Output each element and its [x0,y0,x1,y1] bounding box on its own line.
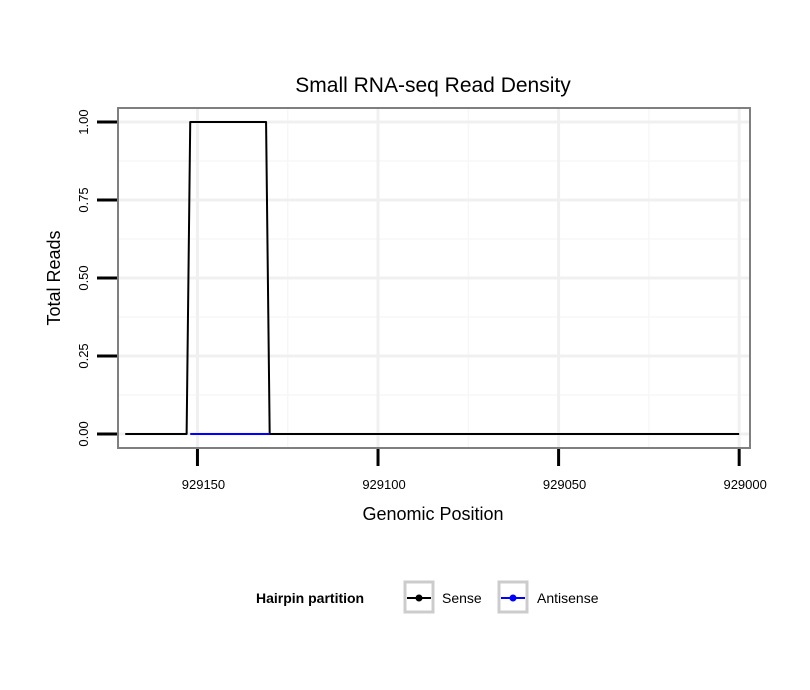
x-axis-title: Genomic Position [362,504,503,524]
x-tick-label: 929100 [362,477,405,492]
legend-label-antisense: Antisense [537,590,599,606]
plot-panel-border [117,107,751,449]
legend-title: Hairpin partition [256,590,364,606]
y-tick-label: 0.25 [76,343,91,368]
x-tick-label: 929000 [723,477,766,492]
y-tick-label: 0.00 [76,421,91,446]
y-tick-label: 0.50 [76,265,91,290]
y-tick-label: 1.00 [76,109,91,134]
chart-title: Small RNA-seq Read Density [295,74,571,97]
grid-lines [118,108,750,448]
x-tick-label: 929150 [182,477,225,492]
legend: Hairpin partition Sense Antisense [256,580,599,614]
y-axis-title: Total Reads [44,230,64,325]
x-tick-label: 929050 [543,477,586,492]
y-axis-ticks: 0.00 0.25 0.50 0.75 1.00 [76,109,117,447]
y-tick-label: 0.75 [76,187,91,212]
series-lines [125,121,740,435]
legend-key-antisense [497,580,529,614]
series-line-sense [125,121,740,435]
legend-label-sense: Sense [442,590,482,606]
legend-point-antisense [509,594,517,602]
legend-point-sense [415,594,423,602]
x-axis-ticks: 929150 929100 929050 929000 [182,449,767,492]
